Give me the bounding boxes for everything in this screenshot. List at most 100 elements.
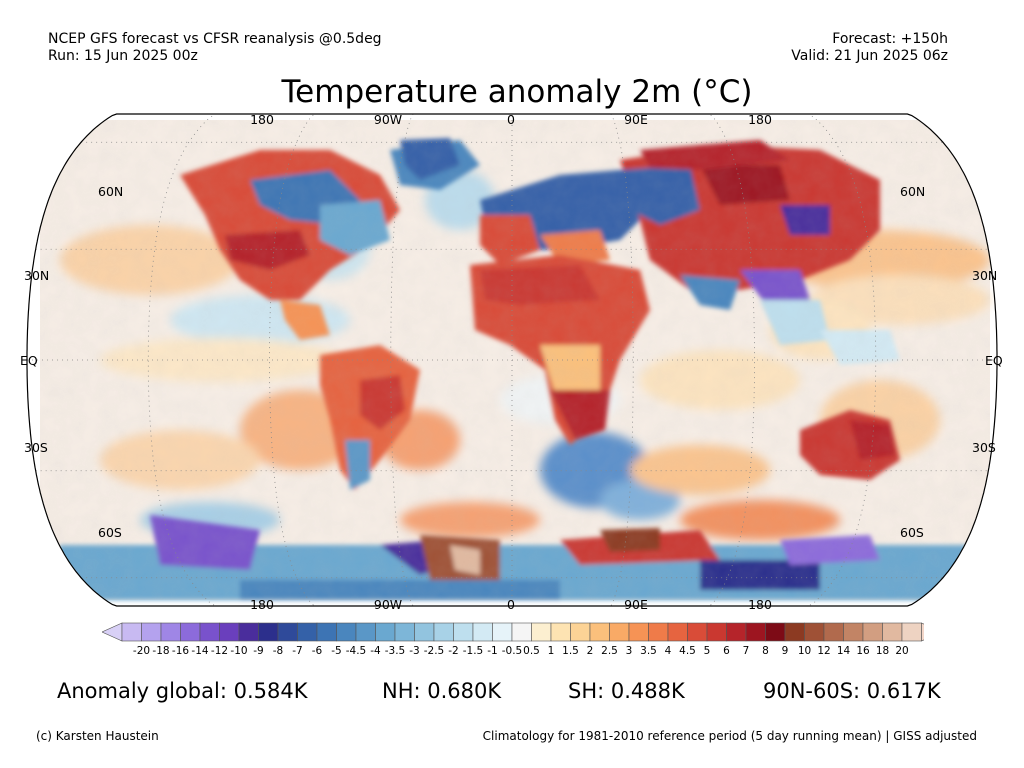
colorbar-swatch bbox=[745, 622, 766, 642]
lon-label-top-90w: 90W bbox=[373, 112, 403, 127]
colorbar-tick-label: 4 bbox=[664, 645, 672, 657]
colorbar-swatch bbox=[628, 622, 649, 642]
colorbar-tick-label: 3.5 bbox=[640, 645, 657, 657]
colorbar-swatch bbox=[862, 622, 883, 642]
lon-label-top-0: 0 bbox=[507, 112, 515, 127]
colorbar-swatch bbox=[589, 622, 610, 642]
colorbar-tick-label: -5 bbox=[331, 645, 342, 657]
colorbar-swatch bbox=[511, 622, 532, 642]
lat-label-left-60s: 60S bbox=[98, 525, 122, 540]
colorbar-tick-label: 9 bbox=[781, 645, 789, 657]
colorbar-tick-label: 10 bbox=[797, 645, 812, 657]
colorbar-swatch bbox=[433, 622, 454, 642]
colorbar-swatch bbox=[472, 622, 493, 642]
lat-label-right-eq: EQ bbox=[985, 353, 1003, 368]
lon-label-bottom-90w: 90W bbox=[373, 597, 403, 612]
colorbar-swatch bbox=[375, 622, 396, 642]
colorbar-swatch bbox=[492, 622, 513, 642]
colorbar-tick-label: -9 bbox=[253, 645, 264, 657]
colorbar-tick-label: -16 bbox=[171, 645, 190, 657]
colorbar-swatch bbox=[765, 622, 786, 642]
colorbar-tick-label: 12 bbox=[817, 645, 831, 657]
colorbar-swatch bbox=[219, 622, 240, 642]
colorbar-tick-label: 20 bbox=[895, 645, 909, 657]
colorbar-tick-label: -0.5 bbox=[501, 645, 523, 657]
colorbar-tick-label: 2 bbox=[586, 645, 594, 657]
colorbar-tick-label: 14 bbox=[836, 645, 851, 657]
lat-label-left-60n: 60N bbox=[98, 184, 124, 199]
header-model-info: NCEP GFS forecast vs CFSR reanalysis @0.… bbox=[48, 31, 382, 47]
colorbar-swatch bbox=[258, 622, 279, 642]
colorbar-swatch bbox=[453, 622, 474, 642]
colorbar-tick-label: -12 bbox=[210, 645, 229, 657]
colorbar-swatch bbox=[609, 622, 630, 642]
colorbar-tick-label: 3 bbox=[625, 645, 633, 657]
colorbar-tick-label: -18 bbox=[152, 645, 170, 657]
colorbar-swatch bbox=[882, 622, 903, 642]
colorbar-swatch bbox=[414, 622, 435, 642]
colorbar-tick-label: -7 bbox=[292, 645, 303, 657]
lon-label-top-180w: 180 bbox=[250, 112, 274, 127]
colorbar-tick-label: -6 bbox=[311, 645, 323, 657]
colorbar-tick-label: 2.5 bbox=[601, 645, 618, 657]
lon-label-bottom-180e: 180 bbox=[748, 597, 772, 612]
colorbar-tick-label: 18 bbox=[875, 645, 890, 657]
stat-nh-anomaly: NH: 0.680K bbox=[382, 679, 502, 703]
colorbar-swatch bbox=[355, 622, 376, 642]
lon-label-bottom-180w: 180 bbox=[250, 597, 274, 612]
header-run-time: Run: 15 Jun 2025 00z bbox=[48, 48, 198, 64]
colorbar-tick-label: 7 bbox=[742, 645, 750, 657]
header-valid-time: Valid: 21 Jun 2025 06z bbox=[791, 48, 948, 64]
colorbar-swatch bbox=[277, 622, 298, 642]
colorbar-tick-label: -14 bbox=[191, 645, 209, 657]
colorbar-swatch bbox=[823, 622, 844, 642]
header-forecast-hour: Forecast: +150h bbox=[832, 31, 948, 47]
graticule-meridian bbox=[147, 114, 319, 606]
stat-90n-60s-anomaly: 90N-60S: 0.617K bbox=[763, 679, 941, 703]
colorbar-swatch bbox=[336, 622, 357, 642]
lat-label-right-30s: 30S bbox=[972, 440, 996, 455]
colorbar bbox=[102, 622, 924, 642]
colorbar-tick-label: 1.5 bbox=[562, 645, 579, 657]
colorbar-swatch bbox=[843, 622, 864, 642]
colorbar-swatch bbox=[394, 622, 415, 642]
colorbar-swatch bbox=[687, 622, 708, 642]
colorbar-tick-label: 6 bbox=[723, 645, 730, 657]
colorbar-swatch bbox=[199, 622, 220, 642]
colorbar-swatch bbox=[531, 622, 552, 642]
footer-climatology-note: Climatology for 1981-2010 reference peri… bbox=[482, 729, 977, 743]
colorbar-swatch bbox=[706, 622, 727, 642]
lat-label-right-30n: 30N bbox=[972, 268, 998, 283]
colorbar-low-end bbox=[102, 622, 123, 642]
stat-global-anomaly: Anomaly global: 0.584K bbox=[57, 679, 308, 703]
lon-label-top-180e: 180 bbox=[748, 112, 772, 127]
anomaly-field bbox=[27, 114, 997, 606]
colorbar-swatch bbox=[804, 622, 825, 642]
colorbar-swatch bbox=[784, 622, 805, 642]
colorbar-swatch bbox=[141, 622, 162, 642]
colorbar-tick-label: -3 bbox=[409, 645, 420, 657]
colorbar-tick-label: -10 bbox=[230, 645, 248, 657]
colorbar-tick-label: 8 bbox=[762, 645, 769, 657]
colorbar-swatch bbox=[121, 622, 142, 642]
lat-label-left-30s: 30S bbox=[24, 440, 48, 455]
colorbar-tick-label: -4 bbox=[370, 645, 381, 657]
footer-credit: (c) Karsten Haustein bbox=[36, 729, 159, 743]
graticule-meridian bbox=[705, 114, 877, 606]
colorbar-swatch bbox=[648, 622, 669, 642]
graticule bbox=[27, 114, 997, 606]
stat-sh-anomaly: SH: 0.488K bbox=[568, 679, 685, 703]
colorbar-tick-label: 0.5 bbox=[523, 645, 540, 657]
colorbar-swatch bbox=[726, 622, 747, 642]
colorbar-high-end bbox=[921, 622, 924, 642]
globe-outline bbox=[26, 113, 998, 607]
colorbar-tick-label: -20 bbox=[132, 645, 151, 657]
lon-label-top-90e: 90E bbox=[624, 112, 648, 127]
colorbar-tick-label: 16 bbox=[856, 645, 870, 657]
lon-label-bottom-90e: 90E bbox=[624, 597, 648, 612]
colorbar-tick-label: -2 bbox=[448, 645, 459, 657]
colorbar-tick-label: -8 bbox=[272, 645, 284, 657]
colorbar-tick-label: 4.5 bbox=[679, 645, 696, 657]
colorbar-swatch bbox=[667, 622, 688, 642]
